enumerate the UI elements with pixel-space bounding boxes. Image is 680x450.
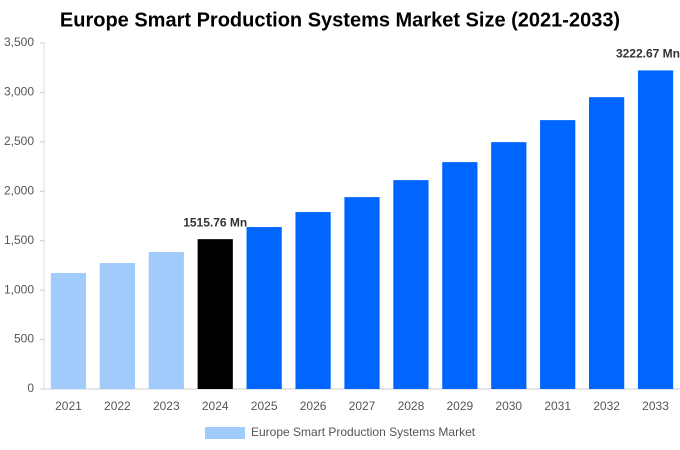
legend-swatch: [205, 427, 245, 439]
chart-title: Europe Smart Production Systems Market S…: [60, 9, 620, 31]
bar: [589, 97, 625, 390]
x-tick-label: 2024: [202, 399, 229, 413]
data-label: 1515.76 Mn: [183, 215, 247, 229]
legend-label: Europe Smart Production Systems Market: [251, 425, 476, 439]
y-tick-label: 2,000: [4, 183, 34, 197]
bar: [148, 252, 184, 389]
bar: [637, 70, 674, 390]
x-tick-label: 2033: [642, 399, 669, 413]
x-tick-label: 2030: [495, 399, 522, 413]
x-tick-label: 2022: [104, 399, 131, 413]
x-tick-label: 2025: [251, 399, 278, 413]
y-tick-label: 0: [27, 381, 34, 395]
bar: [246, 227, 282, 389]
y-tick-label: 3,000: [4, 85, 34, 99]
bar: [491, 142, 527, 389]
bar: [442, 162, 478, 389]
x-tick-label: 2023: [153, 399, 180, 413]
bar: [540, 120, 576, 389]
x-tick-label: 2029: [446, 399, 473, 413]
x-tick-label: 2021: [55, 399, 82, 413]
bar: [197, 239, 233, 389]
y-tick-label: 1,000: [4, 282, 34, 296]
y-tick-label: 2,500: [4, 134, 34, 148]
bar: [295, 212, 331, 389]
x-tick-label: 2026: [300, 399, 327, 413]
x-tick-label: 2027: [349, 399, 376, 413]
bar: [99, 263, 135, 389]
bar: [393, 180, 429, 389]
x-tick-label: 2031: [544, 399, 571, 413]
bar: [344, 197, 380, 389]
x-tick-label: 2028: [398, 399, 425, 413]
x-tick-label: 2032: [593, 399, 620, 413]
y-tick-label: 1,500: [4, 233, 34, 247]
y-tick-label: 500: [14, 332, 34, 346]
data-label: 3222.67 Mn: [616, 47, 680, 61]
y-tick-label: 3,500: [4, 35, 34, 49]
bar: [50, 273, 87, 389]
